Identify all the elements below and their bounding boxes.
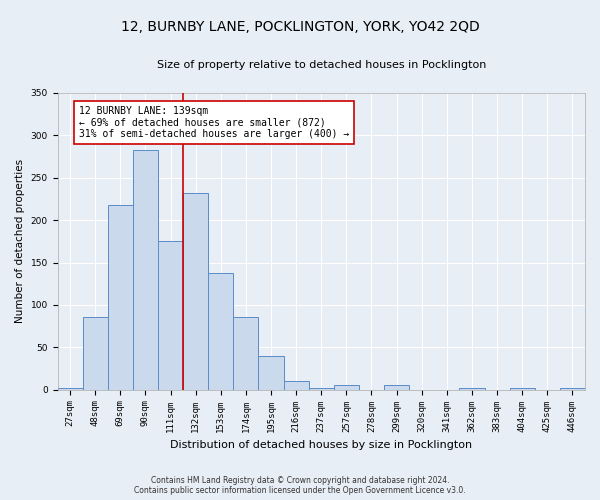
X-axis label: Distribution of detached houses by size in Pocklington: Distribution of detached houses by size … xyxy=(170,440,472,450)
Bar xyxy=(460,388,485,390)
Bar xyxy=(183,193,208,390)
Bar xyxy=(334,384,359,390)
Bar xyxy=(259,356,284,390)
Bar xyxy=(384,386,409,390)
Bar xyxy=(83,317,108,390)
Text: Contains HM Land Registry data © Crown copyright and database right 2024.
Contai: Contains HM Land Registry data © Crown c… xyxy=(134,476,466,495)
Text: 12 BURNBY LANE: 139sqm
← 69% of detached houses are smaller (872)
31% of semi-de: 12 BURNBY LANE: 139sqm ← 69% of detached… xyxy=(79,106,349,139)
Bar xyxy=(133,150,158,390)
Bar xyxy=(158,242,183,390)
Bar xyxy=(509,388,535,390)
Bar xyxy=(309,388,334,390)
Bar xyxy=(284,381,309,390)
Bar xyxy=(208,272,233,390)
Bar xyxy=(58,388,83,390)
Bar xyxy=(233,317,259,390)
Bar xyxy=(108,205,133,390)
Bar xyxy=(560,388,585,390)
Title: Size of property relative to detached houses in Pocklington: Size of property relative to detached ho… xyxy=(157,60,486,70)
Y-axis label: Number of detached properties: Number of detached properties xyxy=(15,160,25,324)
Text: 12, BURNBY LANE, POCKLINGTON, YORK, YO42 2QD: 12, BURNBY LANE, POCKLINGTON, YORK, YO42… xyxy=(121,20,479,34)
